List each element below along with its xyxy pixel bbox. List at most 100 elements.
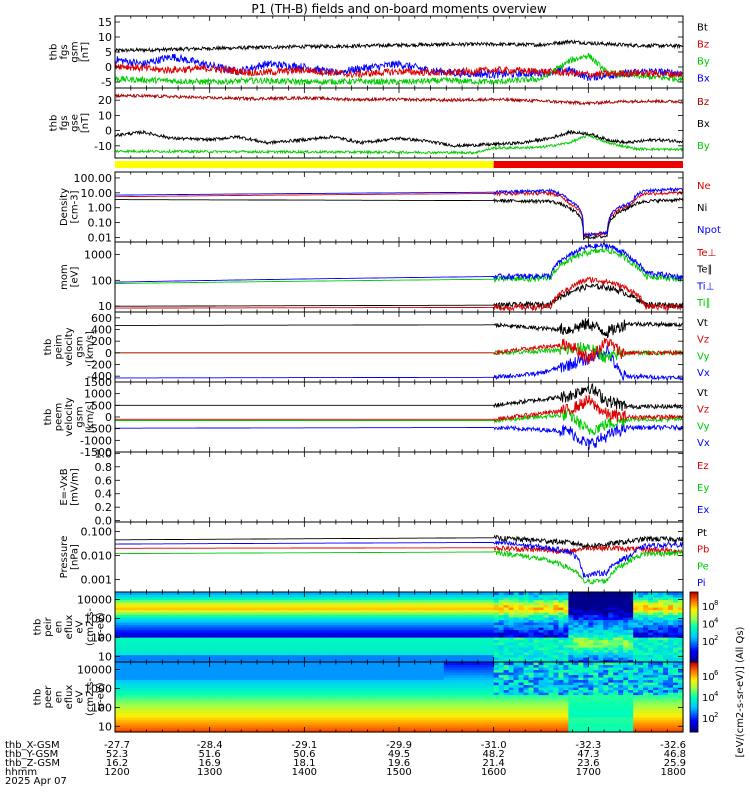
series-fgs-gse-Bz (115, 94, 683, 104)
panel-fgs-gse (115, 88, 683, 158)
panel-e-field (115, 452, 683, 522)
colorbar-tick-exp: 2 (714, 634, 718, 642)
legend-entry: By (697, 57, 710, 68)
ylabel-line: Density (59, 188, 70, 226)
series-peem-velocity-Vy (115, 409, 683, 435)
colorbar-label: [eV/(cm2-s-sr-eV)] (All Qs) (735, 626, 746, 757)
legend-entry: Vt (697, 318, 708, 329)
ylabel-line: [nT] (80, 113, 91, 133)
legend-entry: Vx (697, 438, 710, 449)
legend-entry: Ex (697, 505, 709, 516)
legend-entry: Bx (697, 119, 710, 130)
legend-entry: Vx (697, 368, 710, 379)
ylabel-line: thb (48, 115, 59, 132)
ytick-label: 10.00 (81, 187, 113, 200)
colorbar-tick-base: 10 (702, 602, 715, 613)
mode-bar-segment (494, 161, 683, 168)
panel-peir-spectrogram (115, 592, 684, 663)
ylabel-line: velocity (64, 397, 75, 436)
ylabel-line: gsm (75, 336, 86, 357)
ytick-label: 0.100 (81, 526, 113, 539)
legend-entry: Pb (697, 545, 709, 556)
legend-entry: Ni (697, 203, 707, 214)
ytick-label: 0.4 (95, 488, 113, 501)
ytick-label: 0.8 (95, 461, 113, 474)
legend-entry: Pt (697, 528, 707, 539)
series-fgs-gse-Bx (115, 131, 683, 147)
legend-entry: Vz (697, 405, 709, 416)
ytick-label: 10 (98, 650, 112, 663)
legend-entry: Vz (697, 335, 709, 346)
ylabel-line: thb (43, 339, 54, 356)
mode-bar-segment (115, 161, 494, 168)
time-tick-hhmm: 1300 (197, 767, 222, 778)
ylabel-line: eV (75, 620, 86, 633)
time-tick-hhmm: 1200 (104, 767, 129, 778)
ylabel-line: fgs (59, 115, 70, 130)
colorbar-tick-base: 10 (702, 693, 715, 704)
legend-entry: Te⊥ (696, 248, 716, 259)
ylabel-line: Pressure (59, 536, 70, 579)
legend-entry: Bz (697, 39, 709, 50)
panel-fgs-gsm (115, 16, 683, 88)
series-temperature-Te∥ (115, 284, 683, 308)
colorbar-tick-base: 10 (702, 620, 715, 631)
ylabel-line: mom (59, 264, 70, 290)
colorbar-tick-base: 10 (702, 637, 715, 648)
ytick-label: 0.6 (95, 474, 113, 487)
ylabel-line: thb (33, 619, 44, 636)
series-pressure-Pt (115, 536, 683, 548)
date-label: 2025 Apr 07 (5, 776, 67, 787)
ytick-label: 10000 (77, 594, 112, 607)
ytick-label: 1000 (84, 248, 112, 261)
ytick-label: 0 (105, 61, 112, 74)
ytick-label: 10 (98, 31, 112, 44)
ylabel-line: eflux (64, 615, 75, 640)
ylabel-line: gsm (69, 41, 80, 62)
ylabel-line: peim (54, 334, 65, 359)
series-pressure-Pi (115, 541, 683, 578)
panel-peem-velocity (115, 382, 683, 452)
ytick-label: 0.10 (88, 217, 113, 230)
ylabel-line: eflux (64, 685, 75, 710)
series-fgs-gsm-Bt (115, 40, 683, 51)
ylabel-line: [nT] (80, 42, 91, 62)
colorbar-tick-exp: 6 (714, 669, 719, 677)
legend-entry: Bz (697, 97, 709, 108)
ytick-label: -5 (101, 76, 112, 89)
series-pressure-Pe (115, 551, 683, 584)
ylabel-line: peer (43, 685, 54, 709)
ytick-label: 0.2 (95, 501, 113, 514)
legend-entry: Bt (697, 22, 708, 33)
ylabel-line: en (54, 691, 65, 704)
legend-entry: Pe (697, 561, 709, 572)
ylabel-line: (cm2-s- (85, 678, 96, 716)
ylabel-line: eV (75, 690, 86, 703)
legend-entry: Npot (697, 225, 721, 236)
colorbar-tick-exp: 2 (714, 711, 718, 719)
ytick-label: 1.00 (88, 202, 113, 215)
time-tick-hhmm: 1400 (292, 767, 317, 778)
series-peim-velocity-Vz (115, 338, 683, 364)
ytick-label: 0 (105, 125, 112, 138)
panel-pressure (115, 522, 683, 592)
time-tick-hhmm: 1800 (661, 767, 686, 778)
chart-title: P1 (TH-B) fields and on-board moments ov… (251, 2, 547, 16)
ytick-label: 5 (105, 46, 112, 59)
panel-frame (115, 452, 683, 522)
ylabel-line: [mV/m] (69, 468, 80, 506)
legend-entry: Ey (697, 483, 709, 494)
ylabel-line: en (54, 621, 65, 634)
colorbar (690, 592, 698, 733)
legend-entry: Bx (697, 74, 710, 85)
colorbar-tick-base: 10 (702, 672, 715, 683)
series-peem-velocity-Vz (115, 395, 683, 422)
ylabel-line: [nPa] (69, 544, 80, 570)
ylabel-line: thb (43, 409, 54, 426)
legend-entry: Te∥ (696, 265, 713, 276)
panel-frame (115, 522, 683, 592)
legend-entry: Vt (697, 388, 708, 399)
ytick-label: -10 (94, 140, 112, 153)
